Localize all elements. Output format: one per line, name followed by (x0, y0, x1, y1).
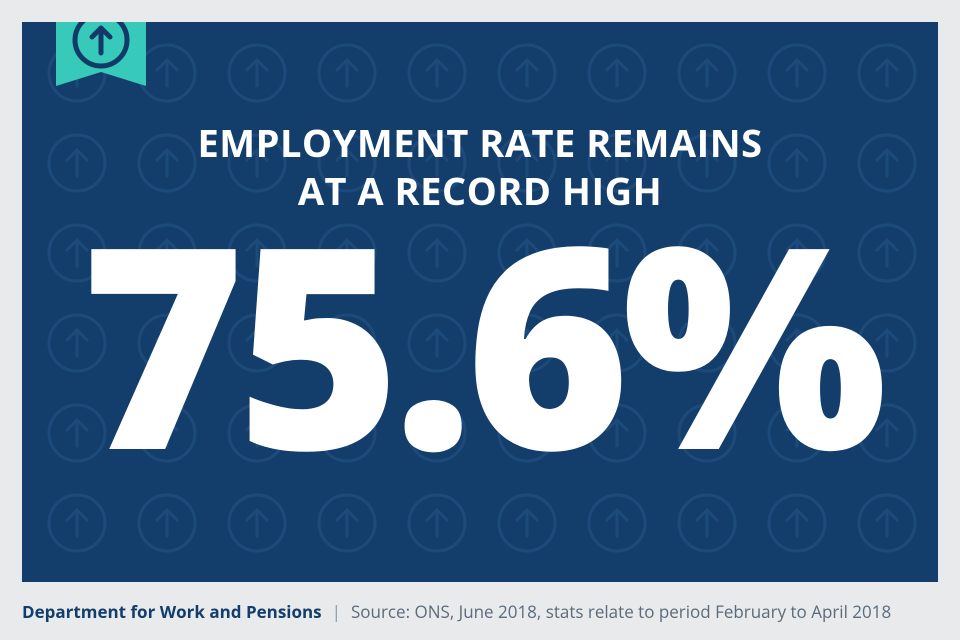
statistic-value: 75.6% (22, 202, 938, 482)
main-panel: EMPLOYMENT RATE REMAINS AT A RECORD HIGH… (22, 22, 938, 582)
ribbon-badge (56, 22, 146, 106)
footer-separator: | (332, 600, 341, 623)
footer-department: Department for Work and Pensions (22, 600, 322, 623)
footer-source: Source: ONS, June 2018, stats relate to … (351, 600, 891, 623)
circled-up-arrow-icon (56, 22, 146, 106)
footer: Department for Work and Pensions | Sourc… (22, 582, 938, 640)
infographic-frame: EMPLOYMENT RATE REMAINS AT A RECORD HIGH… (0, 0, 960, 640)
